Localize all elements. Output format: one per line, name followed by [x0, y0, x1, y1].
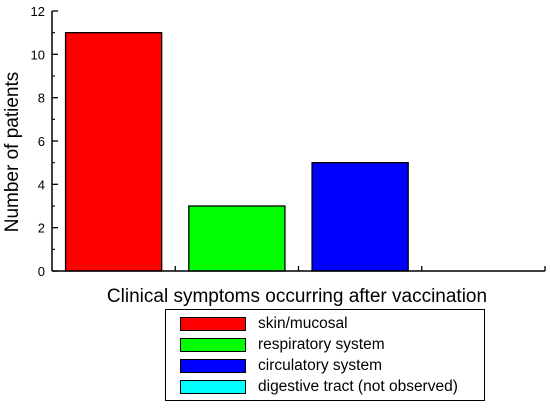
legend-swatch	[180, 359, 246, 373]
legend-entry: circulatory system	[180, 356, 382, 376]
legend-entry: respiratory system	[180, 335, 385, 355]
bars-group	[64, 32, 409, 272]
y-tick-label: 6	[38, 134, 45, 149]
legend-swatch	[180, 338, 246, 352]
legend-entry: digestive tract (not observed)	[180, 377, 458, 397]
bar-0	[64, 32, 163, 272]
legend-swatch	[180, 317, 246, 331]
y-ticks: 0 2 4 6 8 10 12	[31, 4, 58, 279]
legend-label: digestive tract (not observed)	[258, 378, 458, 395]
legend-entry: skin/mucosal	[180, 314, 348, 334]
legend: skin/mucosal respiratory system circulator…	[165, 309, 485, 401]
y-tick-label: 12	[31, 4, 45, 19]
bar-2	[311, 162, 409, 272]
legend-label: respiratory system	[258, 336, 385, 353]
x-ticks	[174, 266, 546, 271]
legend-label: skin/mucosal	[258, 315, 348, 332]
bar-1	[188, 205, 286, 272]
x-axis-label: Clinical symptoms occurring after vaccin…	[107, 286, 487, 307]
y-tick-label: 4	[38, 177, 45, 192]
legend-swatch	[180, 380, 246, 394]
y-tick-label: 10	[31, 47, 45, 62]
y-tick-label: 8	[38, 91, 45, 106]
y-axis-label: Number of patients	[2, 72, 23, 233]
y-tick-label: 0	[38, 264, 45, 279]
legend-label: circulatory system	[258, 357, 383, 374]
y-tick-label: 2	[38, 221, 45, 236]
